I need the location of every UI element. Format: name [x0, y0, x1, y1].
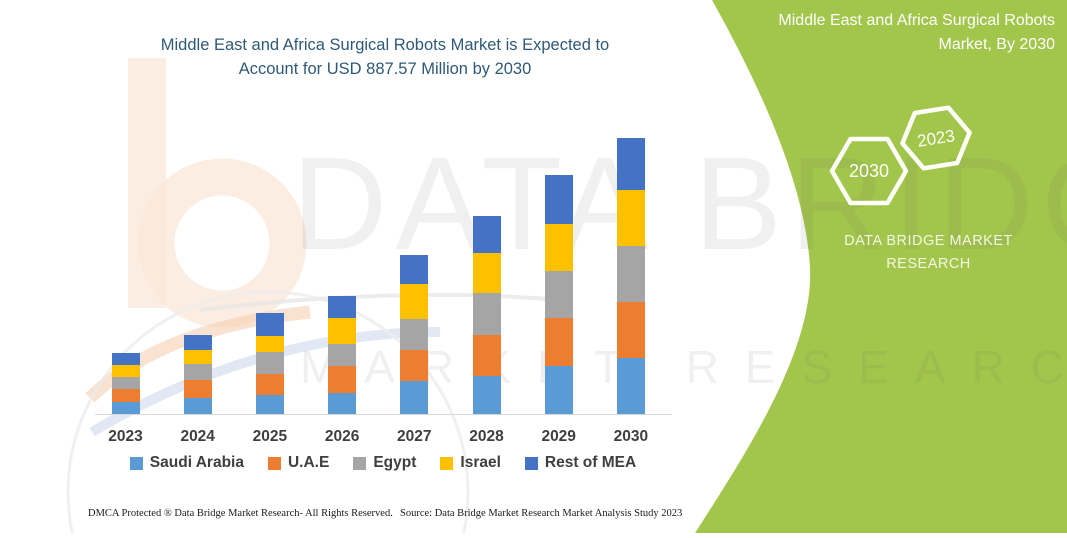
bar-segment-2027-u-a-e [400, 350, 429, 381]
legend-item-saudi-arabia: Saudi Arabia [129, 454, 244, 472]
hexagon-2023-label: 2023 [916, 126, 956, 151]
bar-segment-2023-u-a-e [111, 389, 140, 402]
bar-segment-2029-u-a-e [544, 318, 573, 366]
x-axis-label-2023: 2023 [108, 428, 143, 445]
bar-segment-2029-egypt [544, 271, 573, 318]
hexagon-2030-label: 2030 [849, 161, 889, 181]
panel-title: Middle East and Africa Surgical Robots M… [705, 9, 1055, 57]
bar-segment-2030-saudi-arabia [616, 358, 645, 414]
legend-label: Saudi Arabia [149, 454, 244, 471]
legend-swatch [129, 456, 143, 470]
legend-label: Egypt [373, 454, 417, 471]
x-axis-label-2026: 2026 [324, 428, 360, 445]
bar-segment-2023-israel [111, 365, 140, 377]
x-axis-label-2028: 2028 [469, 428, 504, 445]
bar-segment-2029-rest-of-mea [544, 175, 573, 224]
bar-segment-2024-u-a-e [183, 380, 212, 398]
bar-segment-2025-u-a-e [255, 374, 284, 395]
bar-segment-2025-israel [255, 336, 284, 352]
bar-segment-2026-saudi-arabia [328, 393, 357, 414]
bar-segment-2026-u-a-e [328, 366, 357, 393]
legend: Saudi Arabia U.A.E Egypt Israel Rest of MEA [90, 454, 676, 472]
bar-segment-2028-u-a-e [472, 335, 501, 376]
legend-item-rest-of-mea: Rest of MEA [524, 454, 637, 472]
legend-item-egypt: Egypt [353, 454, 416, 472]
chart-title: Middle East and Africa Surgical Robots M… [92, 33, 678, 81]
chart-title-line1: Middle East and Africa Surgical Robots M… [160, 36, 610, 54]
bar-segment-2028-egypt [472, 293, 501, 335]
brand-text: DATA BRIDGE MARKET RESEARCH [826, 230, 1031, 276]
legend-swatch [353, 456, 367, 470]
bar-segment-2030-israel [616, 190, 645, 246]
hexagon-2030: 2030 [829, 136, 909, 206]
bar-segment-2024-egypt [183, 364, 212, 380]
bar-segment-2026-egypt [328, 344, 357, 366]
legend-swatch [524, 456, 538, 470]
bar-segment-2025-egypt [255, 352, 284, 374]
bar-segment-2025-saudi-arabia [255, 395, 284, 414]
hexagon-2023: 2023 [900, 105, 972, 171]
legend-swatch [440, 456, 454, 470]
legend-label: U.A.E [287, 454, 330, 471]
x-axis-label-2030: 2030 [613, 428, 649, 445]
bar-segment-2030-rest-of-mea [616, 138, 645, 190]
brand-text-line1: DATA BRIDGE MARKET [844, 233, 1013, 249]
bar-segment-2023-egypt [111, 377, 140, 389]
bar-segment-2023-rest-of-mea [111, 353, 140, 365]
bar-segment-2027-rest-of-mea [400, 255, 429, 284]
bar-segment-2029-saudi-arabia [544, 366, 573, 414]
bar-segment-2024-rest-of-mea [183, 335, 212, 350]
x-axis-label-2029: 2029 [541, 428, 576, 445]
bar-segment-2028-israel [472, 253, 501, 293]
legend-label: Rest of MEA [544, 454, 637, 471]
brand-text-line2: RESEARCH [886, 256, 971, 272]
legend-swatch [267, 456, 281, 470]
bar-segment-2024-saudi-arabia [183, 398, 212, 414]
bar-segment-2028-saudi-arabia [472, 376, 501, 414]
bar-segment-2026-israel [328, 318, 357, 344]
bar-segment-2027-israel [400, 284, 429, 319]
legend-item-israel: Israel [440, 454, 501, 472]
x-axis-label-2025: 2025 [252, 428, 288, 445]
legend-label: Israel [460, 454, 501, 471]
bar-segment-2024-israel [183, 350, 212, 364]
bar-segment-2027-egypt [400, 319, 429, 350]
bar-segment-2026-rest-of-mea [328, 296, 357, 318]
chart-title-line2: Account for USD 887.57 Million by 2030 [238, 60, 532, 78]
bar-segment-2025-rest-of-mea [255, 313, 284, 336]
footer-source: Source: Data Bridge Market Research Mark… [400, 508, 683, 519]
bar-segment-2023-saudi-arabia [111, 402, 140, 414]
green-swoosh-shape [695, 0, 1067, 533]
legend-item-u-a-e: U.A.E [267, 454, 330, 472]
x-axis-line [95, 414, 672, 415]
x-axis-label-2027: 2027 [397, 428, 432, 445]
x-axis-label-2024: 2024 [180, 428, 215, 445]
footer-copyright: DMCA Protected ® Data Bridge Market Rese… [88, 508, 393, 519]
panel-title-line1: Middle East and Africa Surgical Robots [778, 12, 1055, 29]
bar-segment-2030-u-a-e [616, 302, 645, 358]
bar-segment-2030-egypt [616, 246, 645, 302]
bar-segment-2027-saudi-arabia [400, 381, 429, 414]
bar-segment-2029-israel [544, 224, 573, 271]
bar-segment-2028-rest-of-mea [472, 216, 501, 253]
panel-title-line2: Market, By 2030 [938, 36, 1056, 53]
